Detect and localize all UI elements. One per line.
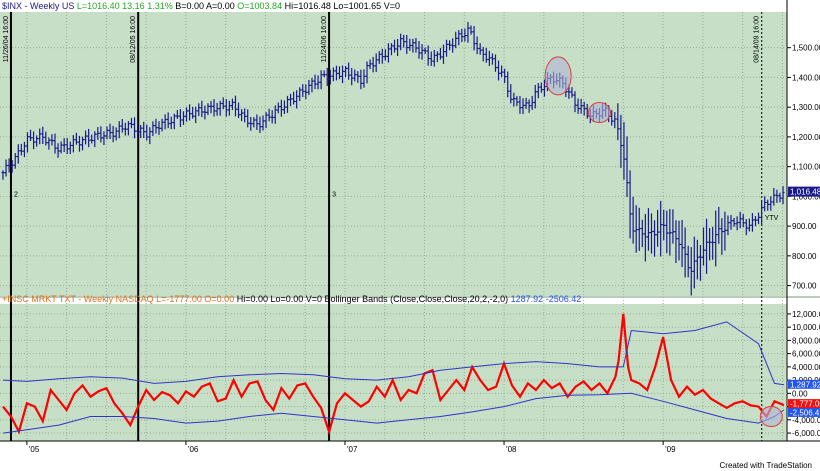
indicator-header: +INSC MRKT TXT - Weekly NASDAQ L=-1777.0… (2, 294, 581, 304)
upper-band-line (2, 321, 785, 386)
price-header-field: B=0.00 (175, 1, 206, 11)
indicator-header-field: -2506.42 (546, 294, 582, 304)
indicator-header-field: V=0 (306, 294, 325, 304)
event-date-label: 11/24/06 16:00 (321, 16, 328, 62)
indicator-tick-label: 8,000.00 (792, 336, 820, 345)
year-label: '08 (506, 445, 517, 454)
indicator-header-field: O=0.00 (204, 294, 236, 304)
side-marker-label: 2 (14, 191, 18, 198)
indicator-value-tag (788, 399, 820, 409)
price-header-field: 13.16 (122, 1, 147, 11)
price-header-field: 1.31% (147, 1, 175, 11)
price-tick-label: 1,400.00 (792, 73, 820, 82)
price-panel-bg (0, 12, 787, 296)
indicator-header-field: 1287.92 (511, 294, 546, 304)
price-last-label: 1,016.48 (790, 188, 820, 197)
indicator-value-label: -1,777.00 (790, 400, 820, 409)
event-date-label: 08/12/05 16:00 (130, 16, 137, 63)
indicator-value-label: 1,287.92 (790, 380, 820, 389)
year-label: '06 (188, 445, 199, 454)
price-header-field: V=0 (384, 1, 400, 11)
price-tick-label: 1,200.00 (792, 133, 820, 142)
indicator-header-field: L=-1777.00 (156, 294, 204, 304)
indicator-tick-label: 6,000.00 (792, 350, 820, 359)
indicator-header-field: Bollinger Bands (Close,Close,Close,20,2,… (325, 294, 511, 304)
price-header-field: L=1016.40 (77, 1, 122, 11)
indicator-tick-label: 0.00 (792, 389, 808, 398)
indicator-tick-label: -6,000.00 (792, 429, 820, 438)
price-header-field: O=1003.84 (237, 1, 284, 11)
indicator-tick-label: 10,000.00 (792, 323, 820, 332)
highlight-circle (587, 102, 611, 124)
price-tick-label: 1,100.00 (792, 163, 820, 172)
price-tick-label: 1,300.00 (792, 103, 820, 112)
indicator-tick-label: -4,000.00 (792, 416, 820, 425)
event-date-label: 08/14/09 16:00 (754, 16, 761, 63)
indicator-value-label: -2,506.42 (790, 408, 820, 417)
side-marker-label: 3 (332, 191, 336, 198)
indicator-value-tag (788, 379, 820, 389)
price-tick-label: 700.00 (792, 282, 817, 291)
indicator-tick-label: 4,000.00 (792, 363, 820, 372)
event-date-label: 11/26/04 16:00 (3, 16, 10, 62)
indicator-line (2, 313, 785, 436)
year-label: '05 (29, 445, 40, 454)
indicator-header-field: +INSC MRKT TXT - Weekly NASDAQ (2, 294, 156, 304)
indicator-value-tag (788, 407, 820, 417)
lower-band-line (2, 392, 785, 434)
price-tick-label: 900.00 (792, 222, 817, 231)
year-label: '09 (665, 445, 676, 454)
indicator-tick-label: 12,000.00 (792, 310, 820, 319)
price-last-tag (788, 186, 820, 197)
highlight-circle (759, 406, 783, 428)
indicator-header-field: Lo=0.00 (270, 294, 305, 304)
price-header-field: $INX - Weekly US (2, 1, 77, 11)
indicator-header-field: Hi=0.00 (237, 294, 271, 304)
price-bars-group (1, 22, 785, 296)
side-marker-label: YTV (765, 215, 779, 222)
price-tick-label: 800.00 (792, 252, 817, 261)
highlight-circle (544, 56, 572, 96)
price-header-field: Lo=1001.65 (333, 1, 383, 11)
credit-text: Created with TradeStation (719, 461, 813, 470)
price-header-field: Hi=1016.48 (285, 1, 334, 11)
price-tick-label: 1,500.00 (792, 44, 820, 53)
price-header: $INX - Weekly US L=1016.40 13.16 1.31% B… (2, 1, 400, 11)
price-header-field: A=0.00 (206, 1, 237, 11)
price-tick-label: 1,000.00 (792, 192, 820, 201)
year-label: '07 (347, 445, 358, 454)
